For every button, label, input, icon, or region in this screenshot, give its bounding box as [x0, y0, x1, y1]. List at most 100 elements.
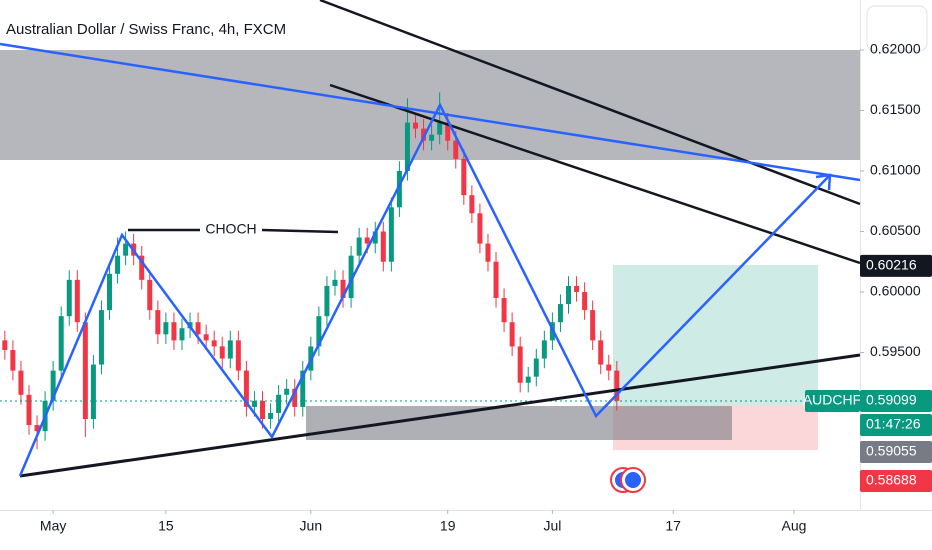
- candle-body: [203, 334, 209, 341]
- candle-body: [574, 285, 580, 292]
- x-tick-label: 17: [665, 518, 681, 534]
- candle-body: [493, 261, 499, 299]
- candle-body: [171, 322, 177, 341]
- axis-border: [860, 0, 861, 510]
- candle-body: [34, 425, 40, 432]
- candle-body: [90, 364, 96, 420]
- candle-body: [82, 322, 88, 420]
- y-tick-label: 0.62000: [870, 41, 921, 57]
- candle-body: [364, 237, 370, 244]
- y-tick-label: 0.60500: [870, 222, 921, 238]
- candle-body: [614, 370, 620, 401]
- candle-body: [50, 370, 56, 401]
- price-label-text: 0.59099: [866, 392, 917, 408]
- candle-body: [461, 158, 467, 196]
- candle-body: [453, 140, 459, 159]
- candle-body: [123, 243, 129, 256]
- candle-body: [66, 279, 72, 317]
- x-tick-label: 19: [440, 518, 456, 534]
- symbol-label-text: AUDCHF: [803, 392, 861, 408]
- candle-body: [517, 346, 523, 383]
- price-label: [860, 389, 932, 412]
- candle-body: [606, 364, 612, 371]
- y-tick-label: 0.61500: [870, 101, 921, 117]
- candle-body: [243, 370, 249, 407]
- trend-line: [319, 0, 861, 206]
- candle-body: [566, 285, 571, 305]
- candle-body: [98, 310, 104, 365]
- candle-body: [219, 346, 225, 359]
- trend-line: [19, 353, 861, 478]
- stop-label-text: 0.58688: [866, 472, 917, 488]
- axis-border: [0, 510, 932, 511]
- price-label: [860, 254, 932, 277]
- candle-body: [18, 370, 24, 395]
- x-tick-label: 15: [158, 518, 174, 534]
- candle-body: [525, 376, 531, 383]
- menu-button[interactable]: [866, 5, 928, 52]
- price-label-text: 0.60216: [866, 257, 917, 273]
- x-tick-label: May: [40, 518, 66, 534]
- candle-body: [235, 340, 241, 371]
- choch-line: [261, 228, 339, 234]
- trend-line: [0, 42, 861, 182]
- candle-body: [404, 122, 410, 171]
- candle-body: [445, 122, 451, 141]
- candle-body: [211, 340, 217, 347]
- candle-body: [541, 340, 547, 359]
- candle-body: [251, 400, 257, 407]
- candle-body: [380, 231, 386, 262]
- candle-body: [115, 255, 121, 274]
- candle-body: [582, 291, 588, 311]
- annotation: CHOCH: [205, 221, 256, 237]
- candle-body: [26, 394, 32, 426]
- candle-body: [284, 388, 290, 395]
- y-tick-label: 0.60000: [870, 283, 921, 299]
- candle-body: [268, 412, 274, 420]
- candle-body: [2, 340, 8, 351]
- candle-body: [348, 255, 354, 299]
- candle-body: [163, 322, 169, 335]
- candle-body: [107, 273, 113, 311]
- candle-body: [292, 388, 298, 407]
- candle-body: [437, 122, 443, 135]
- candle-body: [276, 394, 282, 413]
- chart-title: Australian Dollar / Swiss Franc, 4h, FXC…: [6, 21, 286, 38]
- symbol-label: [805, 389, 860, 412]
- stop-label: [860, 470, 932, 492]
- event-icon: [625, 472, 641, 488]
- candle-body: [477, 213, 483, 244]
- candle-body: [10, 350, 16, 371]
- candle-body: [227, 340, 233, 359]
- candle-body: [485, 243, 491, 262]
- candle-body: [356, 237, 362, 256]
- candle-body: [74, 279, 80, 323]
- arrow-head: [815, 173, 832, 191]
- x-tick-label: Jun: [300, 518, 323, 534]
- candle-body: [139, 255, 145, 280]
- candle-body: [147, 279, 153, 311]
- target-zone: [613, 265, 818, 405]
- candle-body: [300, 370, 306, 407]
- candle-body: [340, 279, 346, 299]
- candle-body: [501, 298, 507, 323]
- candle-body: [396, 170, 402, 208]
- candle-body: [324, 285, 330, 317]
- candle-body: [413, 122, 419, 129]
- candle-body: [557, 304, 563, 323]
- y-tick-label: 0.61000: [870, 162, 921, 178]
- demand-zone: [306, 406, 732, 440]
- entry-label: [860, 441, 932, 463]
- candle-body: [388, 207, 394, 262]
- candle-body: [421, 128, 427, 141]
- countdown-text: 01:47:26: [866, 416, 921, 432]
- candle-body: [260, 400, 266, 420]
- candle-body: [533, 358, 539, 377]
- candle-body: [155, 310, 161, 335]
- y-tick-label: 0.59500: [870, 343, 921, 359]
- candle-body: [58, 316, 64, 371]
- candle-body: [316, 316, 322, 347]
- candle-body: [469, 195, 475, 214]
- countdown-label: [860, 413, 932, 436]
